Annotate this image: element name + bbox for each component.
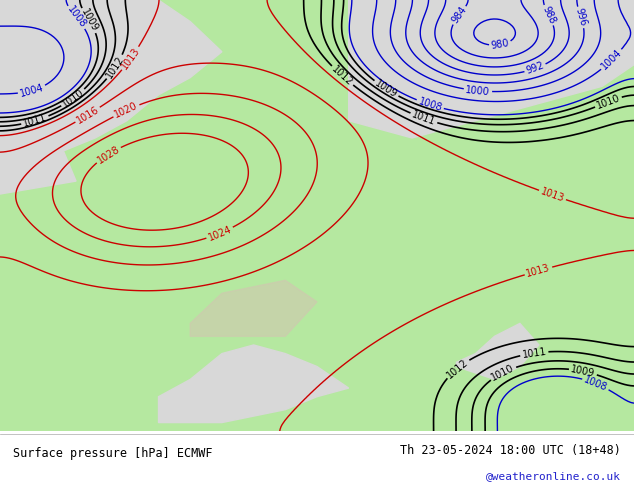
Text: 1028: 1028	[95, 144, 121, 165]
Text: 1009: 1009	[373, 78, 399, 99]
Text: 1008: 1008	[65, 4, 87, 30]
Text: 1010: 1010	[60, 87, 86, 109]
Text: 1010: 1010	[595, 93, 621, 111]
Text: 1012: 1012	[445, 357, 470, 380]
Text: 1009: 1009	[570, 364, 596, 379]
Polygon shape	[0, 129, 76, 194]
Text: 1004: 1004	[19, 82, 45, 98]
Text: 1024: 1024	[207, 224, 233, 243]
Text: 980: 980	[490, 38, 510, 51]
Polygon shape	[0, 0, 222, 172]
Text: 1013: 1013	[119, 46, 142, 72]
Text: 1008: 1008	[417, 96, 443, 113]
Text: 1000: 1000	[465, 85, 491, 97]
Text: 1011: 1011	[410, 109, 437, 127]
Polygon shape	[158, 345, 349, 422]
Polygon shape	[0, 0, 634, 431]
Text: 1013: 1013	[540, 186, 566, 204]
Polygon shape	[456, 323, 539, 379]
Text: @weatheronline.co.uk: @weatheronline.co.uk	[486, 471, 621, 481]
Text: 1012: 1012	[330, 64, 355, 88]
Text: 1011: 1011	[22, 112, 48, 129]
Text: 996: 996	[574, 7, 588, 27]
Text: 1010: 1010	[490, 363, 516, 383]
Polygon shape	[349, 0, 634, 138]
Text: 1009: 1009	[79, 7, 100, 33]
Text: 1008: 1008	[583, 374, 609, 393]
Polygon shape	[190, 280, 317, 336]
Text: 984: 984	[450, 5, 469, 25]
Text: 1016: 1016	[75, 104, 101, 125]
Text: Th 23-05-2024 18:00 UTC (18+48): Th 23-05-2024 18:00 UTC (18+48)	[401, 444, 621, 457]
Text: 1013: 1013	[526, 263, 552, 279]
Text: 1004: 1004	[600, 48, 624, 72]
Text: 1012: 1012	[105, 54, 126, 80]
Text: Surface pressure [hPa] ECMWF: Surface pressure [hPa] ECMWF	[13, 447, 212, 460]
Text: 992: 992	[525, 61, 546, 76]
Text: 1020: 1020	[113, 101, 139, 120]
Text: 988: 988	[540, 5, 557, 25]
Text: 1011: 1011	[521, 346, 547, 360]
